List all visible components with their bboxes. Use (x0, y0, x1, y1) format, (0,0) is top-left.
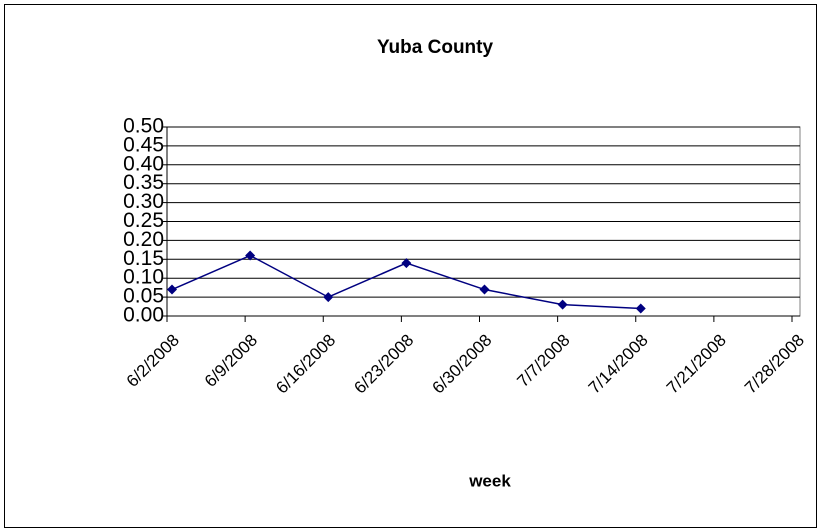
chart-title: Yuba County (377, 37, 494, 58)
y-tick-label: 0.10 (123, 266, 164, 289)
marker (479, 284, 490, 295)
y-tick-label: 0.05 (123, 285, 164, 308)
marker (167, 284, 177, 295)
marker (635, 303, 646, 314)
y-tick-label: 0.00 (123, 304, 164, 327)
y-tick-label: 0.50 (123, 115, 164, 138)
y-tick-label: 0.15 (123, 247, 164, 270)
y-tick-label: 0.40 (123, 152, 164, 175)
marker (245, 250, 256, 261)
y-tick-label: 0.20 (123, 228, 164, 251)
marker (323, 292, 334, 303)
y-tick-label: 0.30 (123, 190, 164, 213)
marker (401, 258, 412, 269)
marker (557, 299, 568, 310)
y-tick-label: 0.35 (123, 171, 164, 194)
y-tick-label: 0.45 (123, 133, 164, 156)
y-tick-label: 0.25 (123, 209, 164, 232)
x-axis-label: week (468, 471, 511, 490)
